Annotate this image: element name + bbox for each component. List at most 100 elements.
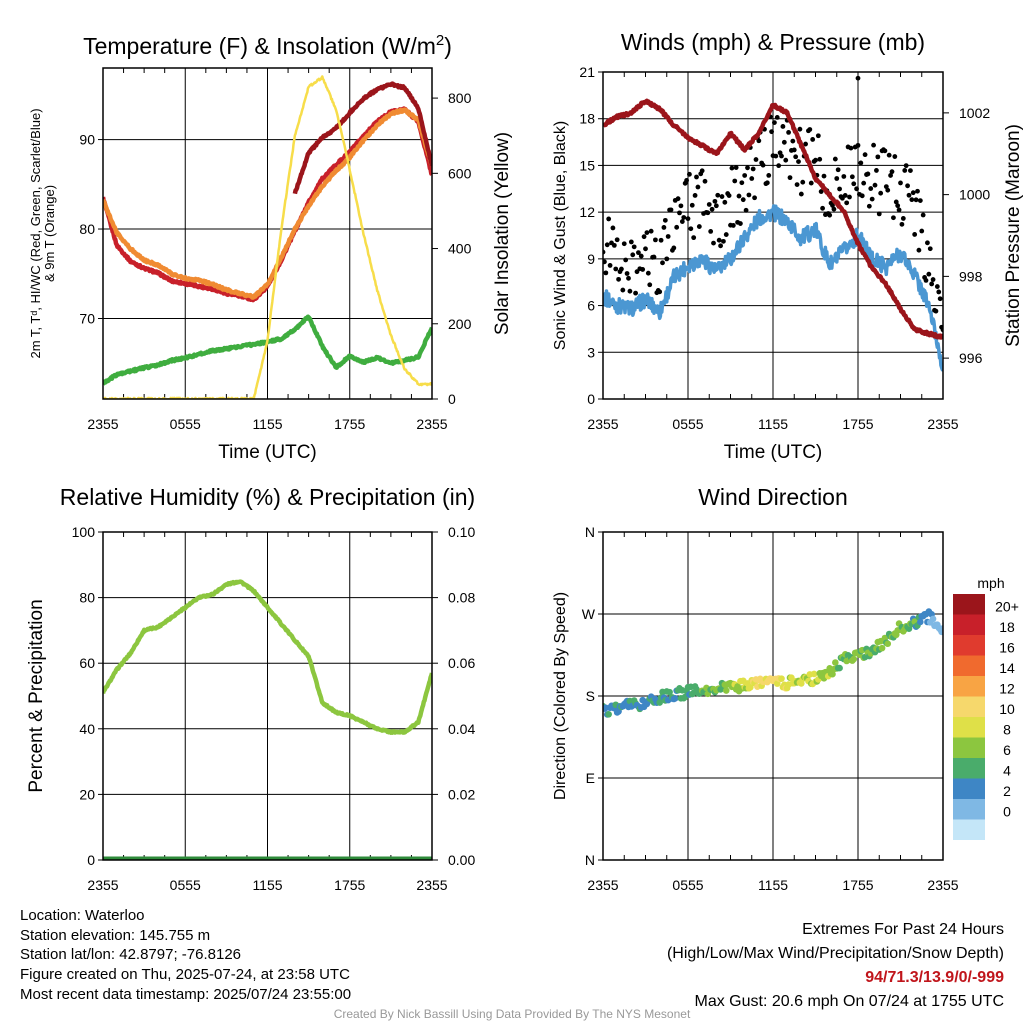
winds-gust-point — [647, 282, 653, 288]
winds-gust-point — [750, 166, 756, 172]
winds-gust-point — [675, 196, 681, 202]
winds-gust-point — [861, 180, 867, 186]
winds-gust-point — [930, 277, 936, 282]
colorbar-swatch — [953, 737, 985, 758]
colorbar-swatch — [953, 696, 985, 717]
winds-gust-point — [919, 228, 925, 234]
winds-gust-point — [790, 138, 796, 144]
winds-gust-point — [862, 152, 868, 158]
winds-gust-point — [753, 157, 759, 162]
wind-direction-point — [747, 683, 754, 691]
winds-gust-point — [653, 237, 658, 243]
winds-gust-point — [692, 193, 698, 198]
winds-y-tick-label: 15 — [579, 157, 595, 173]
winds-plot-area — [603, 75, 943, 372]
winds-gust-point — [678, 203, 684, 209]
winds-gust-point — [933, 308, 939, 314]
most-recent-timestamp: Most recent data timestamp: 2025/07/24 2… — [20, 985, 352, 1003]
wind-direction-point — [832, 659, 839, 666]
direction-y-axis-label: Direction (Colored By Speed) — [552, 592, 569, 800]
winds-gust-point — [848, 145, 854, 151]
humidity-y-right-tick-label: 0.00 — [448, 852, 475, 868]
winds-gust-point — [910, 190, 916, 196]
winds-gust-point — [844, 200, 850, 206]
wind-direction-point — [778, 675, 785, 682]
winds-gust-point — [732, 178, 738, 184]
winds-gust-point — [715, 192, 721, 198]
colorbar-swatch — [953, 778, 985, 799]
colorbar-label: 4 — [1003, 763, 1011, 779]
winds-gust-point — [671, 245, 677, 251]
winds-gust-point — [696, 224, 702, 229]
winds-gust-point — [787, 175, 793, 181]
winds-y-tick-label: 21 — [579, 64, 595, 80]
winds-y-right-axis-label: Station Pressure (Maroon) — [1003, 124, 1024, 347]
winds-gust-point — [766, 172, 772, 178]
winds-gust-point — [742, 173, 748, 178]
winds-gust-point — [623, 257, 629, 263]
winds-gust-point — [643, 246, 648, 252]
winds-gust-point — [722, 199, 728, 205]
winds-gust-point — [624, 271, 630, 276]
winds-gust-point — [651, 254, 657, 260]
wind-direction-point — [878, 644, 886, 652]
winds-gust-point — [871, 142, 876, 148]
extremes-values: 94/71.3/13.9/0/-999 — [865, 969, 1004, 986]
wind-direction-point — [884, 640, 892, 648]
winds-y-tick-label: 9 — [587, 251, 595, 267]
winds-gust-point — [858, 160, 864, 166]
temperature-x-tick-label: 1755 — [334, 416, 365, 432]
winds-gust-point — [883, 184, 889, 190]
winds-gust-point — [906, 192, 912, 198]
winds-x-tick-label: 0555 — [672, 416, 703, 432]
winds-x-tick-label: 2355 — [927, 416, 958, 432]
winds-gust-point — [780, 124, 786, 129]
winds-gust-point — [743, 207, 749, 213]
wind-direction-point — [722, 687, 730, 694]
winds-y-right-tick-label: 1002 — [959, 105, 990, 121]
winds-gust-point — [603, 259, 607, 265]
winds-gust-point — [634, 269, 640, 275]
winds-gust-point — [662, 217, 668, 223]
winds-y-right-tick-label: 1000 — [959, 187, 990, 203]
winds-gust-point — [834, 176, 840, 181]
temperature-y-right-axis-label: Solar Insolation (Yellow) — [492, 132, 513, 335]
winds-gust-point — [773, 153, 779, 159]
colorbar-label: 20+ — [995, 599, 1019, 615]
wind-direction-point — [939, 625, 943, 632]
humidity-y-right-tick-label: 0.04 — [448, 721, 475, 737]
winds-gust-point — [772, 120, 777, 126]
winds-gust-point — [721, 238, 726, 244]
winds-gust-point — [835, 167, 841, 173]
temperature-y-right-tick-label: 0 — [448, 391, 456, 407]
winds-gust-point — [718, 243, 723, 249]
winds-gust-point — [687, 171, 692, 177]
direction-frame — [602, 531, 944, 861]
humidity-y-tick-label: 0 — [87, 852, 95, 868]
winds-gust-point — [888, 173, 893, 178]
winds-gust-point — [898, 180, 903, 186]
winds-gust-point — [626, 275, 631, 281]
winds-gust-point — [644, 230, 650, 235]
winds-gust-point — [927, 246, 933, 252]
temperature-y-tick-label: 70 — [79, 310, 95, 326]
winds-gust-point — [695, 184, 701, 190]
humidity-plot-area — [103, 579, 432, 860]
winds-gust-point — [926, 271, 932, 277]
winds-gust-point — [627, 288, 633, 294]
winds-gust-point — [820, 205, 825, 211]
credit-line: Created By Nick Bassill Using Data Provi… — [333, 1007, 691, 1021]
colorbar-swatch — [953, 655, 985, 676]
direction-x-tick-label: 2355 — [587, 877, 618, 893]
winds-gust-point — [630, 252, 636, 258]
winds-gust-point — [876, 211, 882, 217]
winds-gust-point — [851, 181, 857, 187]
temperature-title: Temperature (F) & Insolation (W/m2) — [83, 32, 452, 59]
winds-y-tick-label: 3 — [587, 344, 595, 360]
winds-gust-point — [842, 193, 848, 198]
winds-gust-point — [798, 191, 804, 197]
winds-gust-point — [631, 244, 637, 250]
winds-gust-point — [837, 186, 842, 192]
winds-gust-point — [614, 237, 620, 243]
winds-gust-point — [793, 154, 799, 160]
